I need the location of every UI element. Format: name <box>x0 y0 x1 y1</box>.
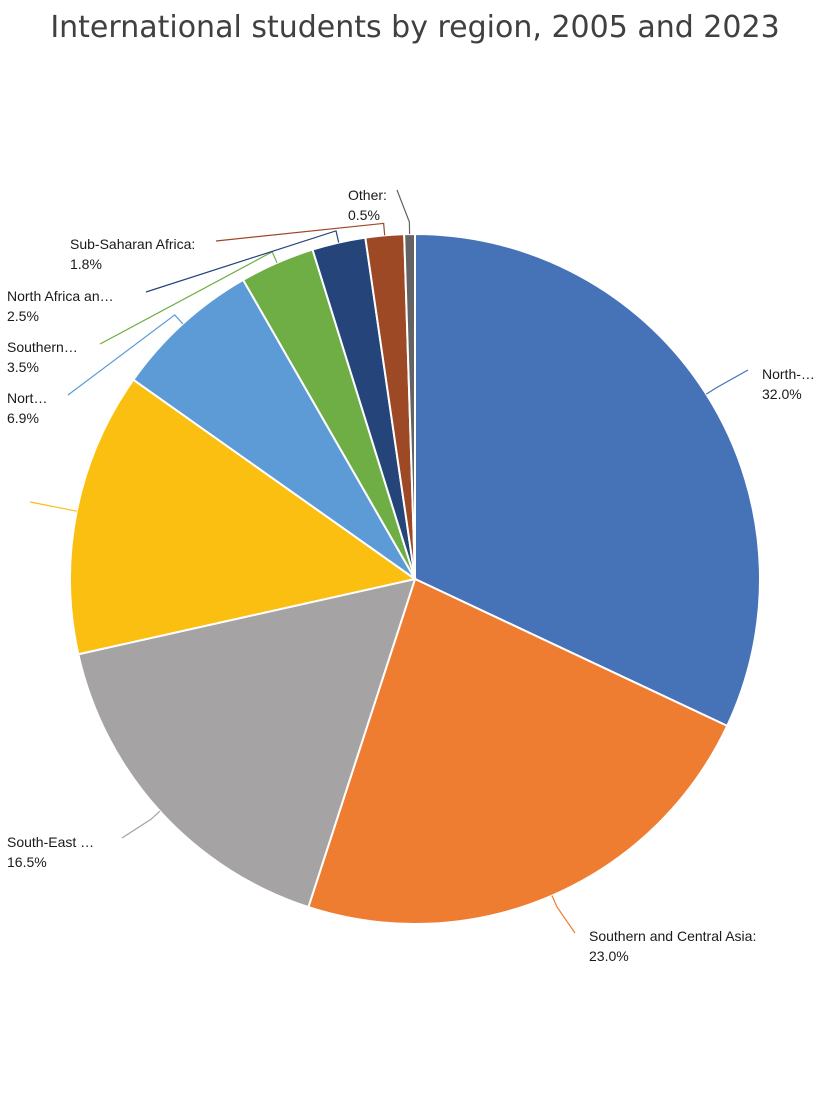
leader-line <box>215 222 386 242</box>
slice-category-label: Southern… <box>7 339 78 355</box>
pie-slice <box>414 232 761 728</box>
pie-slice <box>307 577 729 925</box>
leader-line <box>145 230 340 293</box>
pie-slice <box>69 378 418 656</box>
chart-title: International students by region, 2005 a… <box>50 10 779 45</box>
slice-category-label: Nort… <box>7 390 47 406</box>
pie-slices <box>69 232 761 925</box>
slice-value-label: 32.0% <box>762 386 802 402</box>
slice-category-label: North-… <box>762 366 815 382</box>
leader-line <box>29 501 77 512</box>
slice-value-label: 2.5% <box>7 308 39 324</box>
slice-category-label: South-East … <box>7 834 94 850</box>
slice-value-label: 6.9% <box>7 410 39 426</box>
slice-category-label: Southern and Central Asia: <box>589 928 756 944</box>
leader-line <box>67 314 184 396</box>
slice-value-label: 0.5% <box>348 207 380 223</box>
slice-value-label: 3.5% <box>7 359 39 375</box>
slice-category-label: Sub-Saharan Africa: <box>70 236 195 252</box>
slice-value-label: 1.8% <box>70 256 102 272</box>
pie-slice <box>131 278 416 580</box>
slice-category-label: Other: <box>348 187 387 203</box>
leader-line <box>551 895 576 934</box>
slice-value-label: 23.0% <box>589 948 629 964</box>
leader-lines <box>29 189 749 934</box>
leader-line <box>705 369 749 395</box>
data-labels: North-… 32.0% Southern and Central Asia: 23… <box>7 187 815 964</box>
slice-category-label: North Africa an… <box>7 288 114 304</box>
slice-value-label: 16.5% <box>7 854 47 870</box>
leader-line <box>121 810 161 839</box>
leader-line <box>396 189 411 235</box>
